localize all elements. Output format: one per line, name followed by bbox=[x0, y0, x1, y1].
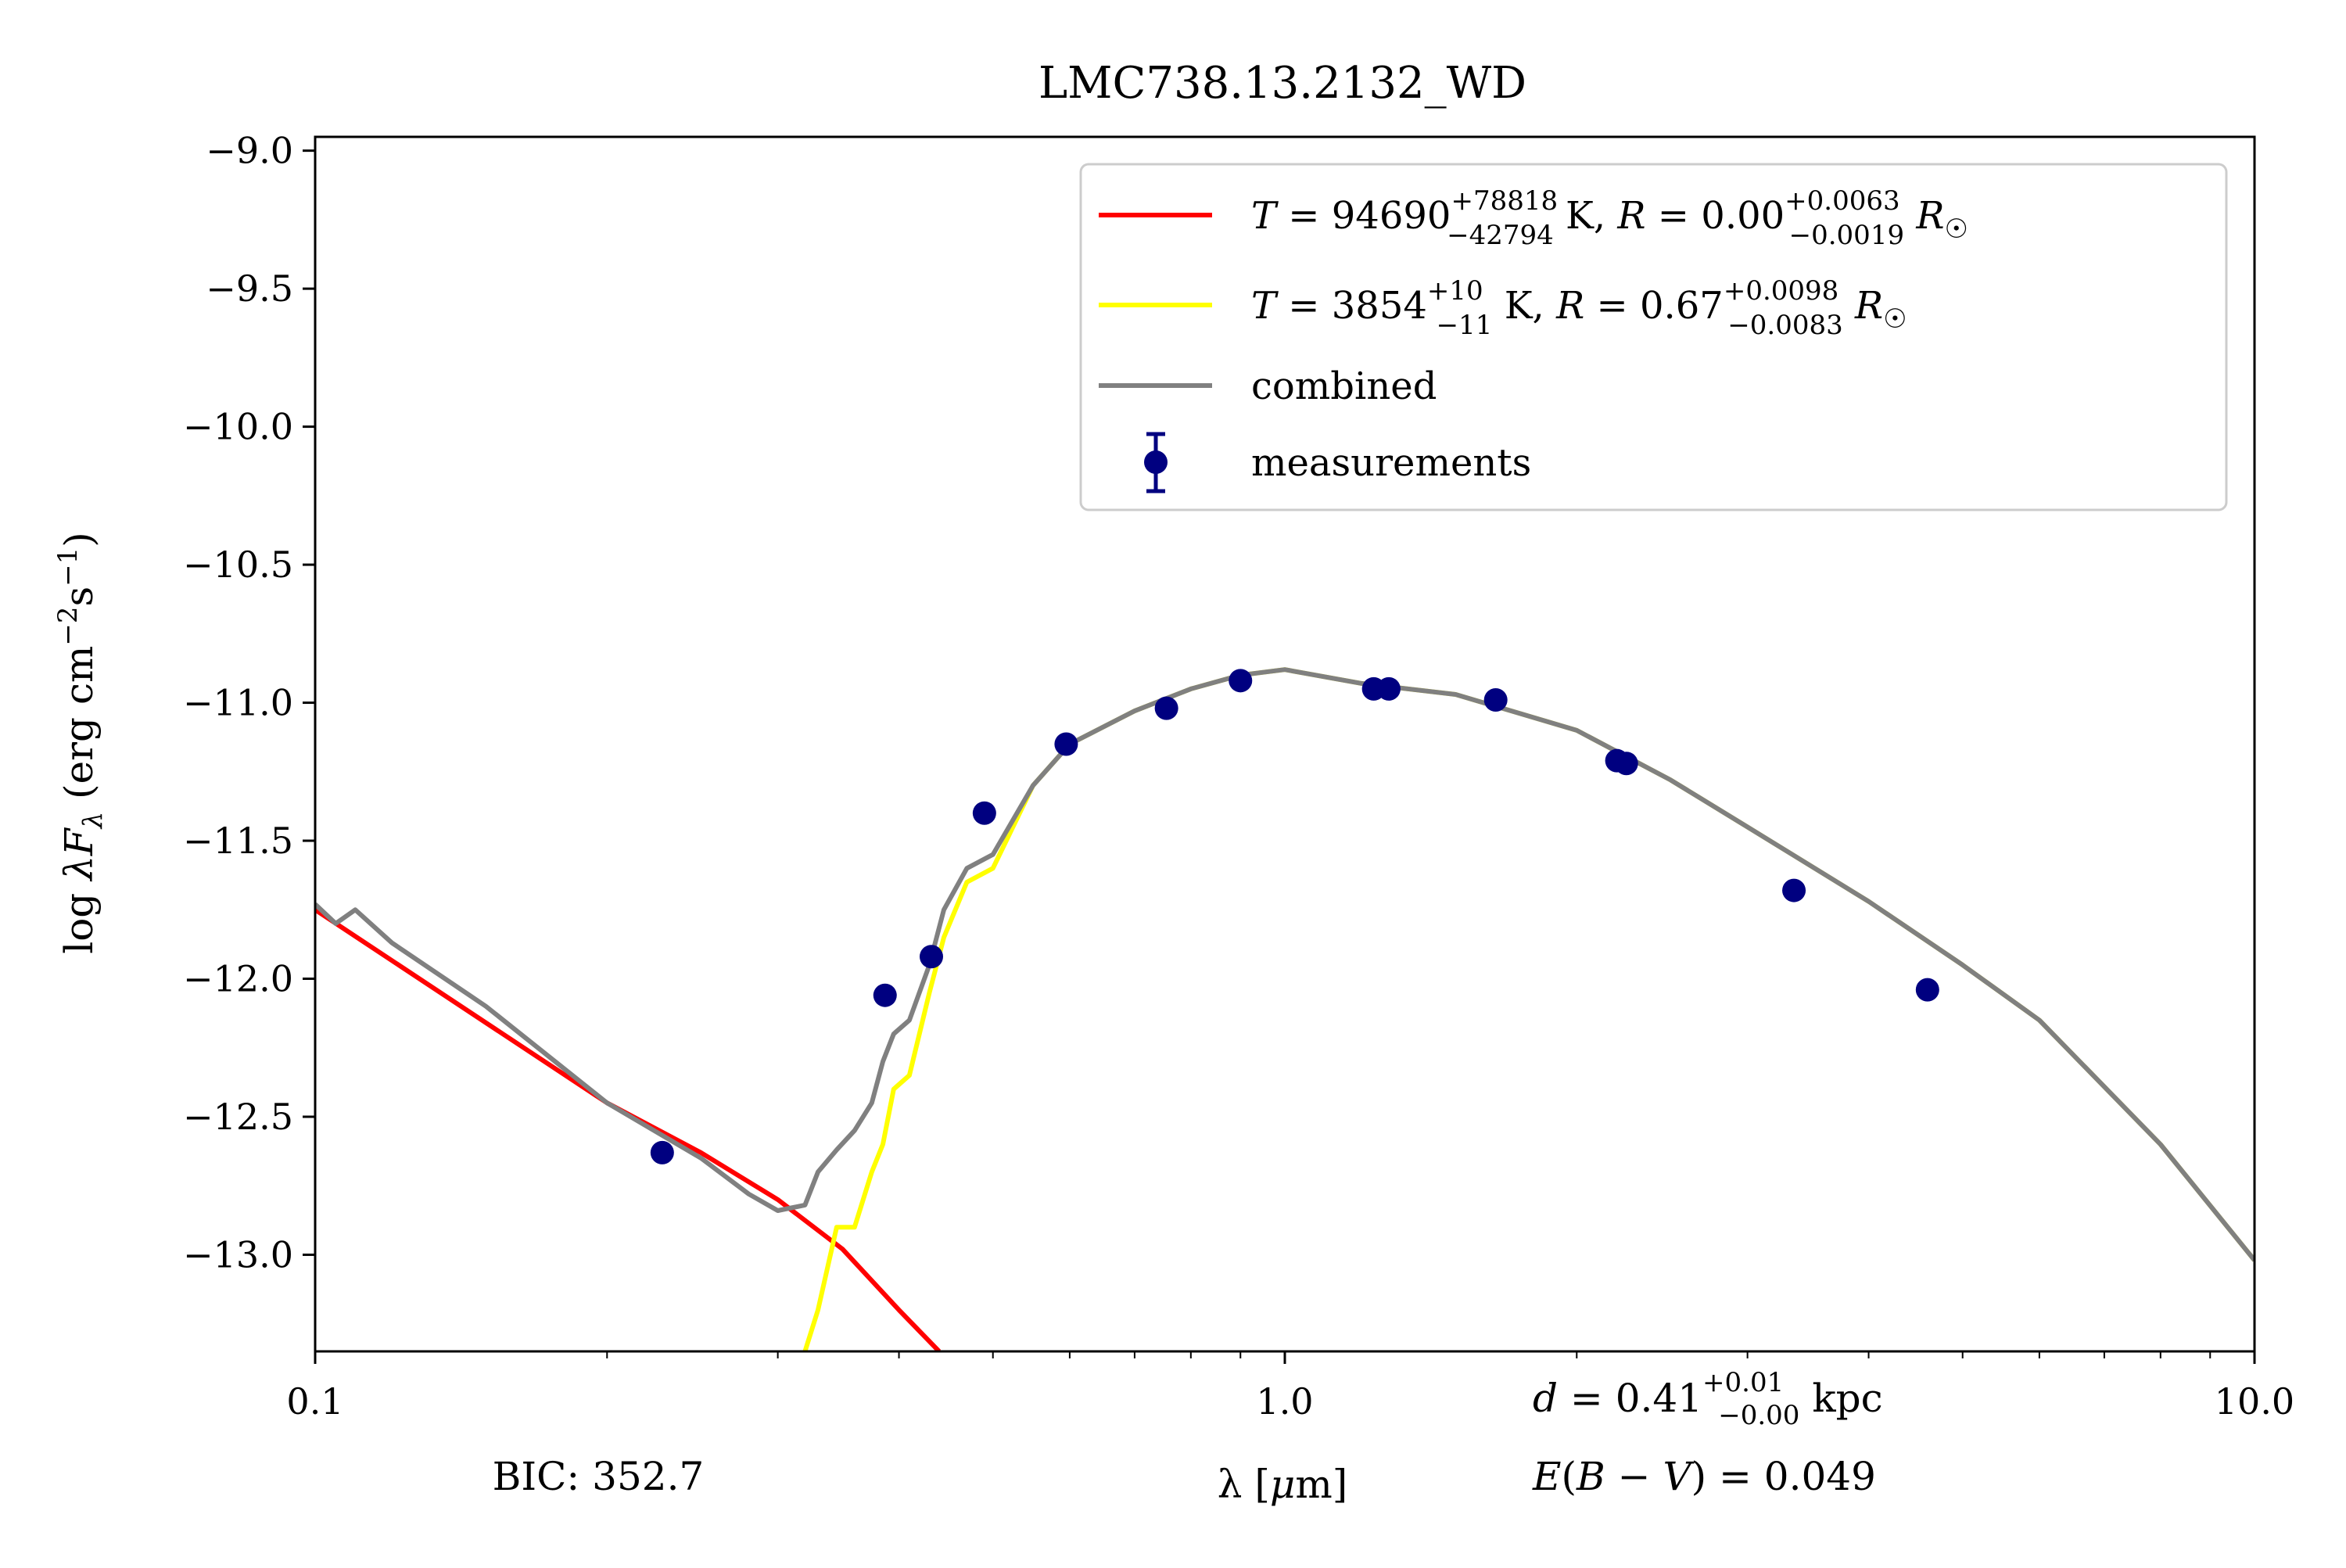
x-axis: 0.1 1.0 10.0 bbox=[286, 1351, 2294, 1423]
measurement-point bbox=[1915, 978, 1939, 1002]
measurement-markers bbox=[650, 669, 1939, 1164]
measurement-point bbox=[919, 945, 943, 969]
measurement-point bbox=[650, 1140, 674, 1164]
x-axis-label: λ [μm] bbox=[1218, 1462, 1348, 1507]
x-tick-label: 1.0 bbox=[1256, 1380, 1313, 1423]
legend-label-combined: combined bbox=[1251, 364, 1437, 408]
measurement-point bbox=[1483, 688, 1508, 712]
y-tick-label: −12.5 bbox=[183, 1096, 293, 1138]
measurement-point bbox=[1154, 696, 1178, 720]
ebv-annotation: E(B − V) = 0.049 bbox=[1532, 1454, 1876, 1499]
y-tick-label: −13.0 bbox=[183, 1233, 293, 1276]
y-tick-label: −9.5 bbox=[206, 267, 293, 310]
legend-label-measurements: measurements bbox=[1251, 441, 1531, 485]
y-tick-label: −11.0 bbox=[183, 682, 293, 724]
y-tick-label: −10.0 bbox=[183, 406, 293, 448]
y-axis-label: log λFλ (erg cm−2s−1) bbox=[52, 532, 109, 954]
y-tick-label: −10.5 bbox=[183, 544, 293, 586]
y-tick-label: −11.5 bbox=[183, 820, 293, 862]
chart-title: LMC738.13.2132_WD bbox=[1038, 58, 1526, 109]
y-tick-label: −12.0 bbox=[183, 958, 293, 1000]
x-tick-label: 0.1 bbox=[286, 1380, 343, 1423]
series-layer bbox=[315, 667, 2255, 1351]
measurement-point bbox=[972, 801, 996, 825]
x-tick-label: 10.0 bbox=[2215, 1380, 2294, 1423]
combined-line bbox=[315, 667, 2255, 1262]
legend: T = 94690+78818 −42794 K, R = 0.00+0.0063… bbox=[1079, 163, 2228, 511]
legend-box bbox=[1079, 163, 2228, 511]
measurement-point bbox=[1782, 878, 1806, 902]
measurement-point bbox=[1376, 676, 1401, 701]
bic-annotation: BIC: 352.7 bbox=[493, 1454, 705, 1499]
measurement-point bbox=[1054, 732, 1078, 756]
measurement-point bbox=[873, 983, 897, 1007]
measurement-point bbox=[1229, 669, 1253, 693]
legend-swatch-measurements bbox=[1144, 450, 1168, 474]
y-tick-label: −9.0 bbox=[206, 130, 293, 172]
y-axis: −9.0 −9.5 −10.0 −10.5 −11.0 −11.5 −12.0 −12.5 −1… bbox=[183, 130, 315, 1276]
measurement-point bbox=[1614, 752, 1638, 776]
